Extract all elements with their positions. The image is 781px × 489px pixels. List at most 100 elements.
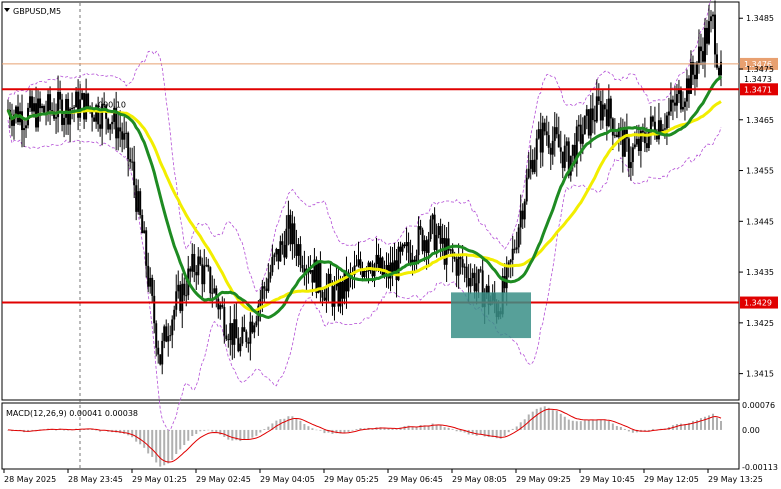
macd-histogram-bar [487, 429, 490, 438]
candle-body [219, 305, 222, 310]
macd-histogram-bar [411, 426, 414, 430]
candle-body [175, 291, 178, 310]
candle-body [629, 162, 632, 168]
candle-body [705, 27, 708, 44]
candle-body [95, 105, 98, 122]
candle-body [127, 132, 130, 160]
candle-body [235, 319, 238, 339]
candle-body [283, 244, 286, 258]
candle-body [633, 144, 636, 148]
candle-body [523, 201, 526, 220]
candle-body [457, 257, 460, 276]
candle-body [573, 144, 576, 164]
macd-histogram-bar [307, 426, 310, 430]
macd-histogram-bar [687, 422, 690, 430]
candle-body [137, 191, 140, 212]
candle-body [357, 259, 360, 266]
candle-body [541, 122, 544, 153]
candle-body [71, 107, 74, 109]
candle-body [403, 244, 406, 247]
candle-body [525, 177, 528, 202]
macd-histogram-bar [251, 429, 254, 438]
candle-body [547, 135, 550, 148]
price-tick-label: 1.3435 [746, 268, 774, 277]
candle-body [589, 108, 592, 136]
candle-body [77, 91, 80, 118]
macd-histogram-bar [459, 429, 462, 432]
candle-body [637, 138, 640, 151]
macd-histogram-bar [455, 429, 458, 432]
macd-histogram-bar [475, 429, 478, 436]
candle-body [583, 115, 586, 135]
candle-body [159, 354, 162, 365]
candle-body [171, 319, 174, 336]
price-tick-label: 1.3475 [746, 65, 774, 74]
symbol-dropdown-icon[interactable] [4, 8, 10, 12]
macd-histogram-bar [503, 429, 506, 436]
candle-body [383, 272, 386, 276]
candle-body [139, 191, 142, 216]
candle-body [663, 128, 666, 130]
macd-histogram-bar [495, 429, 498, 439]
candle-body [423, 240, 426, 252]
macd-histogram-bar [279, 419, 282, 430]
candle-body [189, 268, 192, 272]
candle-body [165, 326, 168, 342]
candle-body [241, 327, 244, 344]
candle-body [193, 253, 196, 272]
fast-moving-average-line [6, 75, 723, 320]
candle-body [123, 133, 126, 140]
time-axis: 28 May 2025 28 May 23:45 29 May 01:25 29 Ma… [3, 469, 763, 484]
candle-body [417, 226, 420, 256]
macd-histogram-bar [447, 427, 450, 430]
candle-body [203, 265, 206, 285]
macd-histogram-bar [291, 416, 294, 430]
candle-body [87, 93, 90, 107]
candle-body [505, 264, 508, 289]
candle-body [511, 248, 514, 260]
macd-histogram-bar [715, 417, 718, 430]
candle-body [201, 264, 204, 285]
candle-body [659, 120, 662, 134]
time-tick-label: 28 May 23:45 [68, 475, 123, 484]
candle-body [23, 128, 26, 131]
candle-body [217, 298, 220, 310]
candle-body [379, 257, 382, 270]
highlight-rectangle[interactable] [451, 292, 531, 339]
time-tick-label: 29 May 01:25 [132, 475, 187, 484]
candle-body [81, 93, 84, 100]
time-tick-label: 29 May 13:25 [708, 475, 763, 484]
macd-histogram-bar [611, 423, 614, 430]
candle-body [571, 144, 574, 156]
candle-body [99, 124, 102, 129]
candle-body [339, 281, 342, 307]
candle-body [657, 120, 660, 140]
candle-body [585, 109, 588, 116]
candle-body [385, 264, 388, 273]
candle-body [647, 132, 650, 149]
candle-body [247, 342, 250, 344]
macd-histogram-bar [559, 413, 562, 430]
candle-body [179, 284, 182, 311]
candle-body [149, 277, 152, 287]
price-tick-label: 1.3425 [746, 319, 774, 328]
candle-body [720, 61, 722, 76]
macd-histogram-bar [439, 425, 442, 430]
candle-body [715, 54, 718, 68]
candle-body [227, 339, 230, 341]
candle-body [279, 241, 282, 262]
candle-body [717, 67, 720, 76]
macd-tick-label: 0.00076 [742, 401, 775, 410]
candle-body [701, 51, 704, 62]
candle-body [207, 264, 210, 268]
macd-histogram-bar [267, 426, 270, 430]
candle-body [143, 230, 146, 234]
candle-body [263, 286, 266, 289]
macd-histogram-bar [295, 418, 298, 430]
candle-body [25, 125, 28, 129]
candle-body [97, 105, 100, 125]
macd-histogram-bar [175, 429, 178, 455]
macd-histogram-bar [195, 429, 198, 434]
candle-body [405, 242, 408, 247]
